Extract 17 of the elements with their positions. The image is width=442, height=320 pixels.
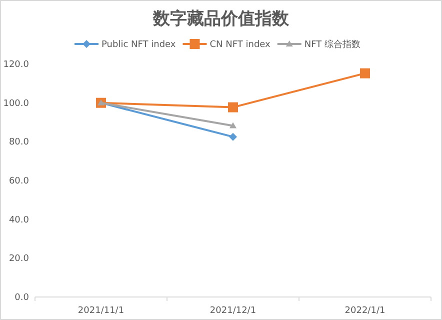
y-tick-label: 120.0 bbox=[3, 60, 30, 70]
x-tick-label: 2022/1/1 bbox=[344, 306, 386, 316]
y-tick-label: 0.0 bbox=[14, 293, 30, 303]
point bbox=[360, 68, 370, 78]
x-tick-label: 2021/12/1 bbox=[210, 306, 256, 316]
point bbox=[228, 102, 238, 112]
y-tick-label: 40.0 bbox=[8, 215, 30, 226]
y-tick-label: 60.0 bbox=[8, 176, 30, 186]
y-tick-label: 100.0 bbox=[3, 98, 30, 109]
point bbox=[229, 132, 237, 141]
legend-label: Public NFT index bbox=[102, 40, 176, 50]
y-tick-label: 20.0 bbox=[8, 254, 30, 264]
x-tick-label: 2021/11/1 bbox=[78, 306, 124, 316]
y-tick-label: 80.0 bbox=[8, 138, 30, 148]
legend-label: CN NFT index bbox=[210, 40, 272, 50]
legend-label: NFT 综合指数 bbox=[304, 39, 360, 50]
chart-title: 数字藏品价值指数 bbox=[152, 9, 290, 29]
